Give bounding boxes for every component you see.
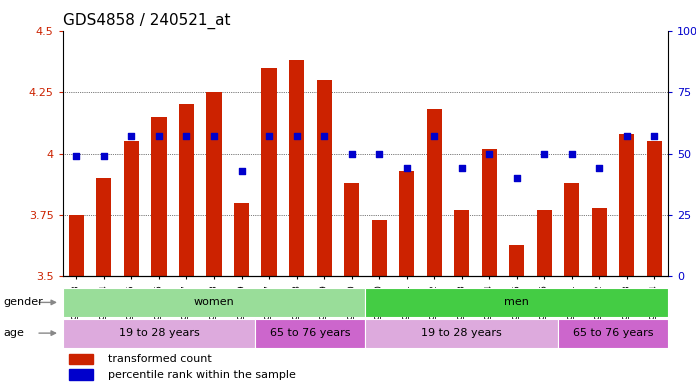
Point — [456, 165, 467, 171]
Bar — [234, 203, 249, 276]
Point — [511, 175, 522, 181]
Text: 65 to 76 years: 65 to 76 years — [270, 328, 351, 338]
Point — [291, 133, 302, 139]
Bar — [179, 104, 194, 276]
Bar — [399, 171, 414, 276]
Bar — [289, 60, 304, 276]
Bar — [454, 210, 469, 276]
Bar — [482, 149, 497, 276]
Bar — [152, 117, 166, 276]
Bar — [69, 369, 93, 380]
Point — [567, 151, 578, 157]
Text: women: women — [193, 297, 235, 308]
Point — [319, 133, 330, 139]
Bar — [63, 288, 365, 317]
Text: 19 to 28 years: 19 to 28 years — [421, 328, 502, 338]
Bar — [365, 288, 668, 317]
Bar — [427, 109, 442, 276]
Point — [181, 133, 192, 139]
Point — [484, 151, 495, 157]
Point — [649, 133, 660, 139]
Bar — [207, 92, 221, 276]
Bar — [69, 354, 93, 364]
Text: 19 to 28 years: 19 to 28 years — [118, 328, 199, 338]
Text: percentile rank within the sample: percentile rank within the sample — [108, 370, 296, 380]
Point — [236, 168, 247, 174]
Point — [71, 153, 82, 159]
Text: 65 to 76 years: 65 to 76 years — [573, 328, 654, 338]
Bar — [69, 215, 84, 276]
Bar — [537, 210, 552, 276]
Point — [429, 133, 440, 139]
Point — [264, 133, 275, 139]
Point — [98, 153, 109, 159]
Text: transformed count: transformed count — [108, 354, 212, 364]
Bar — [592, 208, 607, 276]
Bar — [365, 319, 558, 348]
Bar — [96, 178, 111, 276]
Point — [401, 165, 412, 171]
Bar — [509, 245, 524, 276]
Bar — [344, 183, 359, 276]
Bar — [63, 319, 255, 348]
Point — [539, 151, 550, 157]
Bar — [317, 80, 332, 276]
Text: men: men — [505, 297, 529, 308]
Point — [346, 151, 357, 157]
Bar — [255, 319, 365, 348]
Bar — [558, 319, 668, 348]
Point — [594, 165, 605, 171]
Bar — [564, 183, 579, 276]
Bar — [262, 68, 276, 276]
Point — [622, 133, 633, 139]
Text: GDS4858 / 240521_at: GDS4858 / 240521_at — [63, 13, 230, 29]
Bar — [372, 220, 387, 276]
Point — [153, 133, 164, 139]
Text: age: age — [3, 328, 24, 338]
Point — [126, 133, 137, 139]
Text: gender: gender — [3, 297, 43, 308]
Point — [374, 151, 385, 157]
Bar — [647, 141, 662, 276]
Bar — [124, 141, 139, 276]
Point — [209, 133, 220, 139]
Bar — [619, 134, 635, 276]
